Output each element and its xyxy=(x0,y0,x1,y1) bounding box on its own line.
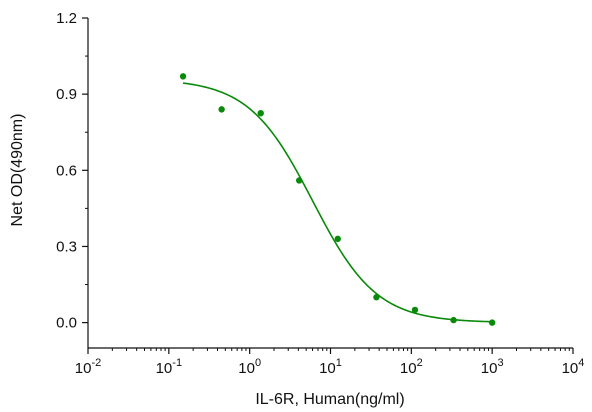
x-tick-label: 10-2 xyxy=(75,357,101,377)
data-point xyxy=(450,316,457,324)
x-tick-label: 104 xyxy=(562,357,585,377)
data-point xyxy=(218,106,225,113)
y-tick-label: 0.6 xyxy=(56,162,77,179)
data-point xyxy=(411,306,419,314)
plot-area xyxy=(179,73,496,326)
data-point xyxy=(257,109,264,117)
x-tick-label: 101 xyxy=(319,357,342,377)
x-axis-title: IL-6R, Human(ng/ml) xyxy=(255,391,404,408)
fit-curve xyxy=(182,82,493,323)
y-tick-label: 0.9 xyxy=(56,86,77,103)
data-point xyxy=(373,294,380,301)
x-tick-label: 102 xyxy=(400,357,423,377)
x-tick-label: 103 xyxy=(481,357,504,377)
data-point xyxy=(179,73,187,80)
y-tick-label: 0.3 xyxy=(56,238,77,255)
y-axis-title: Net OD(490nm) xyxy=(9,114,26,227)
data-point xyxy=(488,319,496,326)
x-tick-label: 10-1 xyxy=(156,357,182,377)
x-axis: 10-2 10-1 100 101 102 103 104 xyxy=(75,347,585,377)
x-tick-label: 100 xyxy=(238,357,261,377)
y-tick-label: 1.2 xyxy=(56,10,77,27)
y-tick-label: 0.0 xyxy=(56,315,77,332)
data-point xyxy=(334,235,341,243)
data-point xyxy=(296,177,303,184)
y-axis: 0.0 0.3 0.6 0.9 1.2 xyxy=(56,10,89,348)
